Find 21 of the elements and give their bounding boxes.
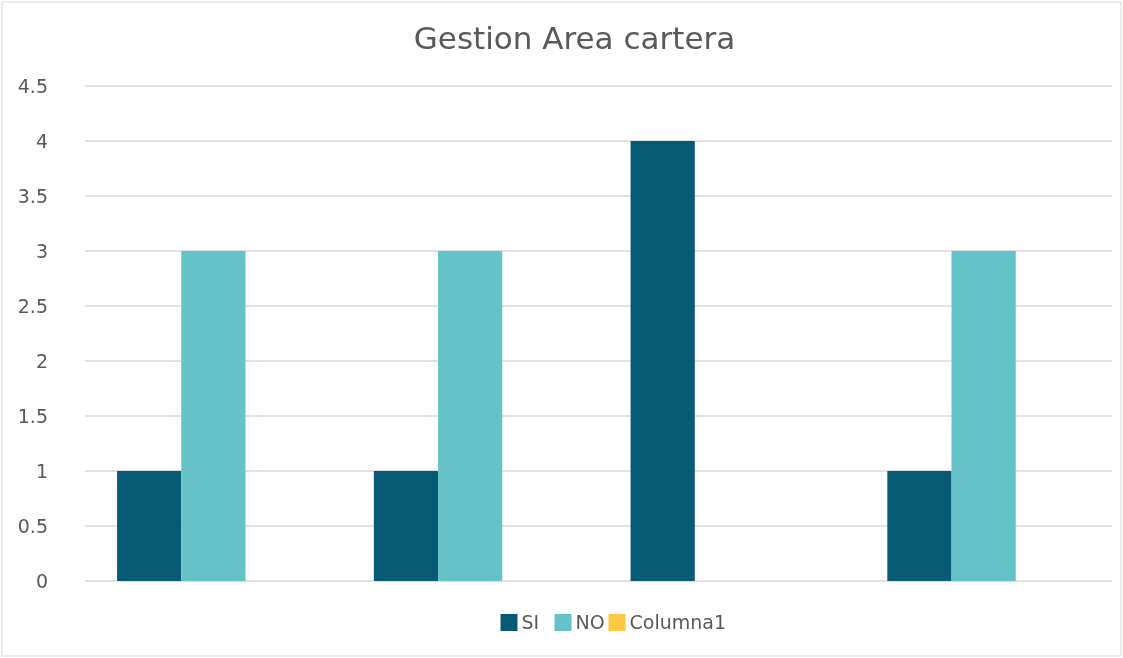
bar — [887, 471, 952, 581]
bar — [117, 471, 182, 581]
legend-label: SI — [521, 610, 540, 633]
y-tick-label: 1 — [35, 459, 48, 482]
y-tick-label: 3.5 — [17, 184, 48, 207]
y-tick-label: 2 — [35, 349, 48, 372]
y-tick-label: 0.5 — [17, 514, 48, 537]
y-tick-label: 0 — [35, 569, 48, 592]
y-tick-label: 2.5 — [17, 294, 48, 317]
y-tick-label: 4 — [35, 129, 48, 152]
chart-title: Gestion Area cartera — [413, 20, 736, 56]
legend-label: NO — [575, 610, 605, 633]
y-tick-label: 1.5 — [17, 404, 48, 427]
legend-label: Columna1 — [629, 610, 726, 633]
bar — [181, 251, 246, 581]
y-tick-label: 4.5 — [17, 74, 48, 97]
bar — [630, 141, 695, 581]
bar — [438, 251, 503, 581]
y-tick-label: 3 — [35, 239, 48, 262]
bar — [951, 251, 1016, 581]
bar — [373, 471, 439, 581]
